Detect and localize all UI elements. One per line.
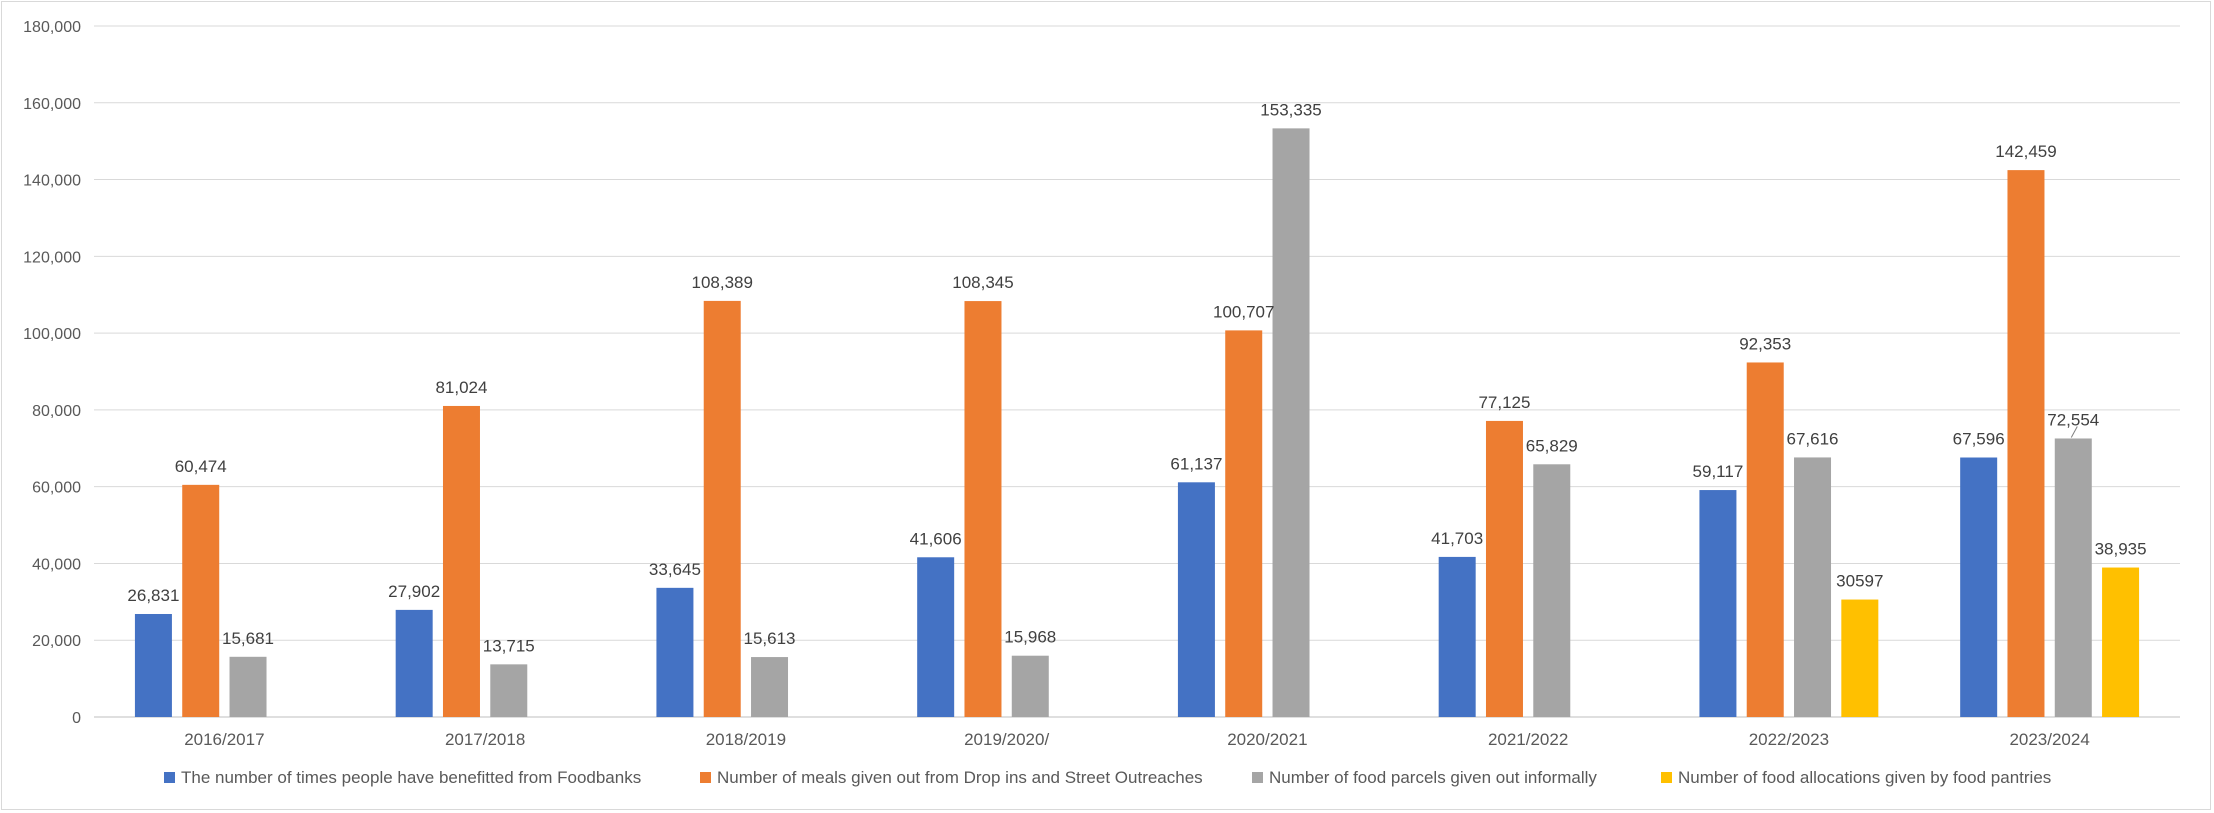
data-label: 26,831 <box>127 586 179 605</box>
x-category-label: 2018/2019 <box>706 730 786 749</box>
data-label: 81,024 <box>435 378 487 397</box>
data-label: 142,459 <box>1995 142 2056 161</box>
legend-swatch <box>700 772 711 783</box>
data-label: 13,715 <box>483 636 535 655</box>
data-label: 59,117 <box>1693 462 1744 481</box>
y-axis-ticks: 0 20,000 40,000 60,000 80,000 100,000 120,000 1… <box>23 19 81 727</box>
bar <box>2054 438 2092 717</box>
y-tick-label: 40,000 <box>32 556 81 573</box>
x-category-label: 2020/2021 <box>1227 730 1307 749</box>
data-label: 67,596 <box>1953 430 2005 449</box>
data-label: 60,474 <box>175 457 227 476</box>
y-tick-label: 180,000 <box>23 19 81 36</box>
data-label: 100,707 <box>1213 302 1274 321</box>
legend-swatch <box>1252 772 1263 783</box>
legend-label: Number of food allocations given by food… <box>1678 768 2051 787</box>
bar <box>917 557 955 717</box>
data-label: 77,125 <box>1478 393 1530 412</box>
x-category-label: 2016/2017 <box>184 730 264 749</box>
bars <box>134 128 2140 717</box>
bar <box>1960 457 1998 717</box>
legend-swatch <box>1661 772 1672 783</box>
bar <box>1841 599 1879 717</box>
data-label: 38,935 <box>2095 540 2147 559</box>
data-label: 15,681 <box>222 629 274 648</box>
y-tick-label: 160,000 <box>23 96 81 113</box>
bar <box>2102 567 2140 717</box>
x-category-label: 2021/2022 <box>1488 730 1568 749</box>
bar <box>1177 482 1215 717</box>
data-label: 108,389 <box>691 273 752 292</box>
data-label: 72,554 <box>2047 410 2099 429</box>
data-label: 65,829 <box>1526 436 1578 455</box>
data-label: 92,353 <box>1739 334 1791 353</box>
bar <box>395 609 433 717</box>
y-tick-label: 60,000 <box>32 480 81 497</box>
bar <box>1533 464 1571 717</box>
bar <box>1438 556 1476 717</box>
bar <box>1225 330 1263 717</box>
data-label: 61,137 <box>1170 454 1222 473</box>
y-tick-label: 120,000 <box>23 249 81 266</box>
y-tick-label: 80,000 <box>32 403 81 420</box>
y-tick-label: 100,000 <box>23 326 81 343</box>
legend-swatch <box>164 772 175 783</box>
data-label: 15,613 <box>744 629 796 648</box>
data-label: 27,902 <box>388 582 440 601</box>
bar <box>656 587 694 717</box>
data-label: 41,703 <box>1431 529 1483 548</box>
bar <box>751 657 789 717</box>
bar <box>1699 490 1737 717</box>
data-label: 153,335 <box>1260 100 1321 119</box>
x-category-label: 2017/2018 <box>445 730 525 749</box>
data-label: 41,606 <box>910 529 962 548</box>
bar <box>1746 362 1784 717</box>
bar <box>229 656 267 717</box>
data-label: 30597 <box>1836 572 1883 591</box>
y-tick-label: 0 <box>72 710 81 727</box>
x-axis-categories: 2016/2017 2017/2018 2018/2019 2019/2020/202… <box>184 730 2090 749</box>
label-leader-line <box>2070 426 2078 438</box>
y-tick-label: 140,000 <box>23 173 81 190</box>
bar <box>134 613 172 717</box>
x-category-label: 2022/2023 <box>1749 730 1829 749</box>
legend-label: Number of food parcels given out informa… <box>1269 768 1597 787</box>
gridlines <box>94 25 2180 718</box>
legend-label: Number of meals given out from Drop ins … <box>717 768 1203 787</box>
bar <box>2007 170 2045 717</box>
bar <box>490 664 528 717</box>
data-labels: 26,831 60,474 15,681 27,902 81,024 13,715 33,6… <box>127 100 2146 655</box>
data-label: 15,968 <box>1004 628 1056 647</box>
legend: The number of times people have benefitt… <box>164 768 2051 787</box>
bar <box>442 405 480 717</box>
data-label: 33,645 <box>649 560 701 579</box>
data-label: 108,345 <box>952 273 1013 292</box>
bar <box>1485 420 1523 717</box>
x-category-label: 2023/2024 <box>2009 730 2089 749</box>
y-tick-label: 20,000 <box>32 633 81 650</box>
bar <box>1794 457 1832 717</box>
bar <box>964 301 1002 717</box>
legend-label: The number of times people have benefitt… <box>181 768 641 787</box>
bar <box>1272 128 1310 717</box>
bar <box>703 300 741 717</box>
x-category-label: 2019/2020/ <box>964 730 1049 749</box>
bar <box>1011 655 1049 717</box>
bar <box>182 484 220 717</box>
data-label: 67,616 <box>1787 429 1839 448</box>
